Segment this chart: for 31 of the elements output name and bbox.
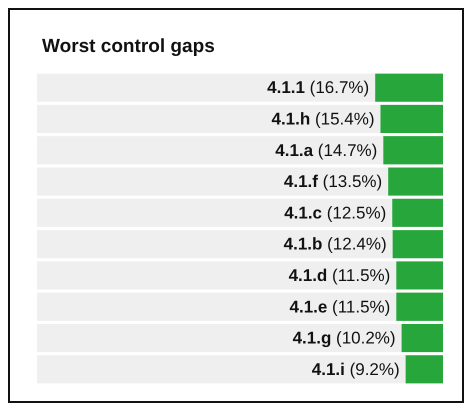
data-label: (13.5%) — [318, 172, 382, 192]
bar — [396, 261, 443, 290]
bar — [396, 292, 443, 321]
y-tick-label: 4.1.f — [284, 172, 318, 192]
bar — [392, 198, 443, 227]
data-label: (9.2%) — [344, 360, 400, 379]
data-label: (11.5%) — [327, 266, 390, 285]
bar — [388, 167, 443, 196]
bar — [392, 230, 443, 258]
bar — [383, 136, 443, 164]
y-tick-label: 4.1.c — [284, 203, 322, 222]
data-label: (10.2%) — [331, 328, 396, 348]
y-tick-label: 4.1.i — [312, 360, 345, 379]
y-tick-label: 4.1.h — [271, 109, 310, 128]
y-tick-label: 4.1.g — [292, 328, 332, 348]
y-tick-label: 4.1.d — [288, 266, 328, 285]
bar — [375, 74, 443, 102]
y-tick-label: 4.1.e — [290, 297, 328, 316]
y-tick-label: 4.1.b — [284, 234, 322, 254]
y-tick-label: 4.1.a — [275, 140, 314, 160]
data-label: (12.4%) — [322, 234, 387, 254]
data-label: (14.7%) — [313, 140, 378, 160]
data-label: (11.5%) — [327, 297, 390, 316]
bar — [406, 355, 443, 384]
chart-title: Worst control gaps — [42, 36, 215, 57]
data-label: (16.7%) — [304, 78, 370, 98]
bar — [402, 324, 443, 352]
data-label: (15.4%) — [310, 109, 374, 128]
bar — [380, 104, 443, 134]
y-tick-label: 4.1.1 — [267, 78, 305, 98]
data-label: (12.5%) — [322, 203, 386, 222]
